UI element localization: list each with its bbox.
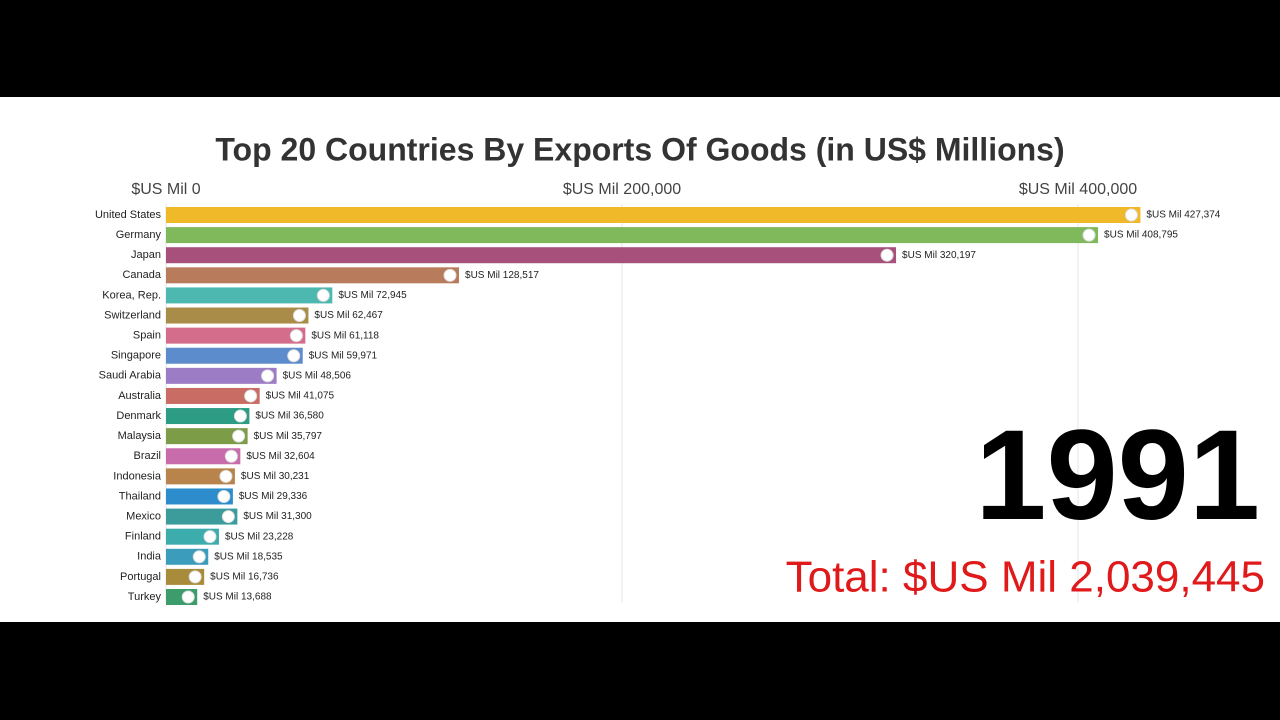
bar <box>166 448 241 465</box>
value-label: $US Mil 61,118 <box>311 330 379 341</box>
flag-icon <box>316 288 330 302</box>
bar <box>166 508 238 525</box>
bar <box>166 247 897 264</box>
bar <box>166 327 306 344</box>
flag-icon <box>287 349 301 363</box>
value-label: $US Mil 16,736 <box>210 572 279 583</box>
value-label: $US Mil 31,300 <box>243 511 312 522</box>
value-label: $US Mil 13,688 <box>203 592 272 603</box>
total: Total: $US Mil 2,039,445 <box>786 553 1265 602</box>
flag-icon <box>233 409 247 423</box>
flag-icon <box>217 489 231 503</box>
value-label: $US Mil 62,467 <box>314 310 383 321</box>
category-label: United States <box>95 209 162 221</box>
bar <box>166 227 1099 244</box>
bar <box>166 488 233 505</box>
category-label: Canada <box>122 269 161 281</box>
category-label: Switzerland <box>104 309 161 321</box>
flag-icon <box>203 530 217 544</box>
category-label: Mexico <box>126 510 161 522</box>
category-label: India <box>137 551 162 563</box>
value-label: $US Mil 36,580 <box>255 411 324 422</box>
category-label: Saudi Arabia <box>99 370 162 382</box>
value-label: $US Mil 30,231 <box>241 471 310 482</box>
value-label: $US Mil 29,336 <box>239 491 308 502</box>
category-label: Germany <box>116 229 162 241</box>
flag-icon <box>192 550 206 564</box>
value-label: $US Mil 48,506 <box>283 370 352 381</box>
value-label: $US Mil 408,795 <box>1104 230 1178 241</box>
flag-icon <box>292 309 306 323</box>
bar <box>166 207 1141 223</box>
flag-icon <box>289 329 303 343</box>
category-label: Portugal <box>120 571 161 583</box>
flag-icon <box>232 429 246 443</box>
value-label: $US Mil 320,197 <box>902 250 976 261</box>
flag-icon <box>1124 208 1138 222</box>
category-label: Australia <box>118 390 162 402</box>
value-label: $US Mil 427,374 <box>1146 210 1220 221</box>
value-label: $US Mil 23,228 <box>225 531 294 542</box>
category-label: Singapore <box>111 350 161 362</box>
chart-title: Top 20 Countries By Exports Of Goods (in… <box>215 131 1064 167</box>
bar <box>166 347 303 364</box>
flag-icon <box>219 469 233 483</box>
category-label: Finland <box>125 531 161 543</box>
category-label: Thailand <box>119 490 161 502</box>
category-label: Japan <box>131 249 161 261</box>
bar <box>166 287 333 304</box>
bar <box>166 468 235 485</box>
category-label: Malaysia <box>118 430 162 442</box>
category-label: Turkey <box>128 591 162 603</box>
year: 1991 <box>975 404 1260 547</box>
value-label: $US Mil 59,971 <box>309 350 378 361</box>
category-label: Brazil <box>133 450 161 462</box>
category-label: Indonesia <box>113 470 162 482</box>
category-label: Spain <box>133 330 161 342</box>
bar <box>166 387 260 404</box>
bar <box>166 307 309 324</box>
flag-icon <box>443 268 457 282</box>
flag-icon <box>261 369 275 383</box>
value-label: $US Mil 18,535 <box>214 551 283 562</box>
category-label: Korea, Rep. <box>102 289 161 301</box>
bar <box>166 428 248 445</box>
value-label: $US Mil 35,797 <box>254 431 323 442</box>
flag-icon <box>880 248 894 262</box>
bar <box>166 267 460 284</box>
x-tick-label: $US Mil 400,000 <box>1019 181 1137 198</box>
value-label: $US Mil 72,945 <box>338 290 407 301</box>
value-label: $US Mil 41,075 <box>266 391 335 402</box>
bar <box>166 367 277 384</box>
flag-icon <box>188 570 202 584</box>
category-label: Denmark <box>116 410 161 422</box>
flag-icon <box>221 510 235 524</box>
flag-icon <box>244 389 258 403</box>
x-tick-label: $US Mil 0 <box>131 181 200 198</box>
value-label: $US Mil 32,604 <box>246 451 315 462</box>
value-label: $US Mil 128,517 <box>465 270 539 281</box>
x-tick-label: $US Mil 200,000 <box>563 181 681 198</box>
flag-icon <box>224 449 238 463</box>
flag-icon <box>181 590 195 604</box>
bar <box>166 408 250 425</box>
flag-icon <box>1082 228 1096 242</box>
